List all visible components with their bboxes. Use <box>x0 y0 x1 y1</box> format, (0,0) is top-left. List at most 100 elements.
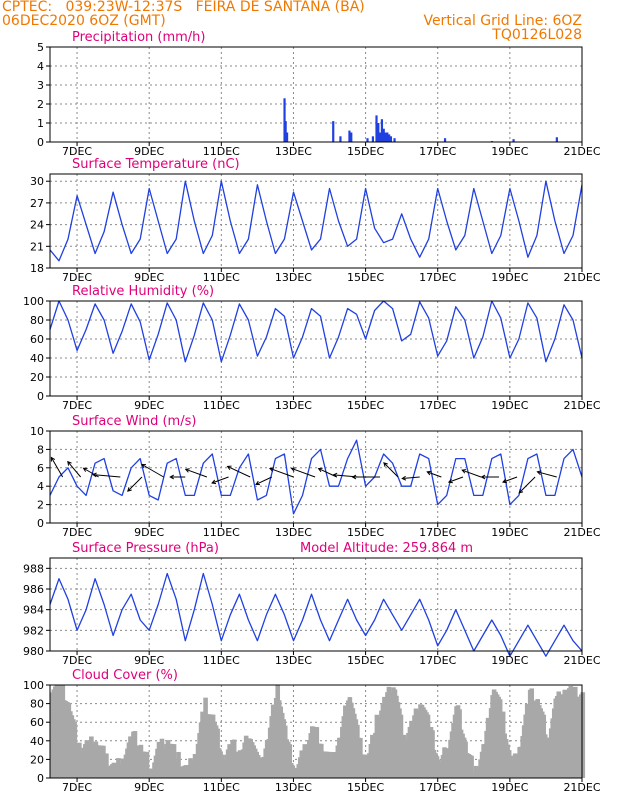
panel-title: Surface Pressure (hPa) <box>72 541 219 556</box>
precip-bar <box>375 115 378 142</box>
x-tick-label: 21DEC <box>563 654 600 667</box>
precip-bar <box>380 119 384 142</box>
x-tick-label: 15DEC <box>347 399 384 412</box>
y-tick-label: 0 <box>37 136 44 149</box>
wind-arrow <box>127 476 143 492</box>
precip-bar <box>350 132 353 142</box>
x-tick-label: 21DEC <box>563 526 600 539</box>
precip-bar <box>555 137 558 142</box>
cloud-bar <box>326 751 332 778</box>
x-tick-label: 17DEC <box>419 781 456 794</box>
y-tick-label: 2 <box>37 499 44 512</box>
x-tick-label: 15DEC <box>347 145 384 158</box>
wind-arrow <box>448 476 464 483</box>
y-tick-label: 6 <box>37 462 44 475</box>
x-tick-label: 17DEC <box>419 271 456 284</box>
wind-arrow-head <box>502 478 508 484</box>
wind-arrow-head <box>67 460 72 466</box>
precip-bar <box>393 138 396 142</box>
precip-bar <box>283 98 286 142</box>
wind-arrow-head <box>480 474 486 480</box>
precip-bar <box>366 138 369 142</box>
wind-arrow-head <box>91 472 97 478</box>
x-tick-label: 7DEC <box>62 271 92 284</box>
wind-arrow-head <box>383 462 388 467</box>
y-tick-label: 4 <box>37 480 44 493</box>
x-tick-label: 19DEC <box>491 145 528 158</box>
precip-bar <box>371 136 375 142</box>
panel-title: Precipitation (mm/h) <box>72 30 205 45</box>
wind-arrow <box>383 462 399 478</box>
header-line3-right: TQ0126L028 <box>492 27 582 43</box>
x-tick-label: 15DEC <box>347 526 384 539</box>
panel-frame <box>49 684 583 779</box>
precip-bar <box>379 132 382 142</box>
wind-arrow <box>67 461 82 478</box>
panel-title: Cloud Cover (%) <box>72 668 178 683</box>
y-tick-label: 40 <box>30 735 44 748</box>
y-tick-label: 2 <box>37 98 44 111</box>
x-tick-label: 11DEC <box>203 781 240 794</box>
precip-bar <box>377 123 380 142</box>
y-tick-label: 986 <box>23 583 44 596</box>
wind-arrow-head <box>351 474 357 480</box>
x-tick-label: 11DEC <box>203 399 240 412</box>
cloud-bar <box>436 759 441 778</box>
x-tick-label: 7DEC <box>62 145 92 158</box>
x-tick-label: 9DEC <box>134 654 164 667</box>
cloud-bar <box>473 765 479 778</box>
precip-bar <box>348 130 351 142</box>
wind-arrow <box>83 467 99 478</box>
panel-title: Relative Humidity (%) <box>72 284 214 299</box>
cloud-bar <box>147 768 153 778</box>
precip-bar <box>384 132 387 142</box>
precip-bar <box>388 134 391 142</box>
precip-bar <box>389 136 393 142</box>
y-tick-label: 982 <box>23 624 44 637</box>
x-tick-label: 9DEC <box>134 781 164 794</box>
x-tick-label: 11DEC <box>203 145 240 158</box>
x-tick-label: 15DEC <box>347 271 384 284</box>
wind-arrow-head <box>184 468 190 473</box>
cloud-bar <box>183 765 189 778</box>
wind-arrow <box>50 457 64 478</box>
y-tick-label: 21 <box>30 240 44 253</box>
wind-arrow <box>92 474 121 478</box>
precip-bar <box>443 138 447 142</box>
x-tick-label: 19DEC <box>491 399 528 412</box>
panel-title: Surface Wind (m/s) <box>72 414 196 429</box>
y-tick-label: 20 <box>30 371 44 384</box>
wind-arrow-head <box>211 479 217 485</box>
y-tick-label: 0 <box>37 517 44 530</box>
x-tick-label: 7DEC <box>62 781 92 794</box>
y-tick-label: 80 <box>30 698 44 711</box>
y-tick-label: 40 <box>30 352 44 365</box>
x-tick-label: 13DEC <box>275 271 312 284</box>
panel-title: Surface Temperature (nC) <box>72 157 240 172</box>
wind-arrow <box>141 464 164 478</box>
y-tick-label: 8 <box>37 443 44 456</box>
precip-bar <box>332 121 335 142</box>
cloud-bar <box>116 758 121 778</box>
header-line2-left: 06DEC2020 6OZ (GMT) <box>2 13 166 29</box>
wind-arrow <box>211 476 229 484</box>
precip-bar <box>284 121 287 142</box>
x-tick-label: 9DEC <box>134 399 164 412</box>
precip-bar <box>386 132 389 142</box>
x-tick-label: 15DEC <box>347 781 384 794</box>
x-tick-label: 21DEC <box>563 399 600 412</box>
wind-arrow <box>518 476 536 494</box>
x-tick-label: 13DEC <box>275 399 312 412</box>
y-tick-label: 100 <box>23 295 44 308</box>
wind-arrow-head <box>141 463 146 469</box>
wind-arrow <box>291 467 316 478</box>
wind-arrow-head <box>461 469 467 474</box>
y-tick-label: 100 <box>23 679 44 692</box>
series-line <box>49 439 583 515</box>
wind-arrow-head <box>536 470 542 475</box>
precip-bar <box>382 128 385 142</box>
y-tick-label: 60 <box>30 333 44 346</box>
wind-arrow-head <box>255 480 260 486</box>
wind-arrow-head <box>447 478 453 484</box>
x-tick-label: 19DEC <box>491 654 528 667</box>
